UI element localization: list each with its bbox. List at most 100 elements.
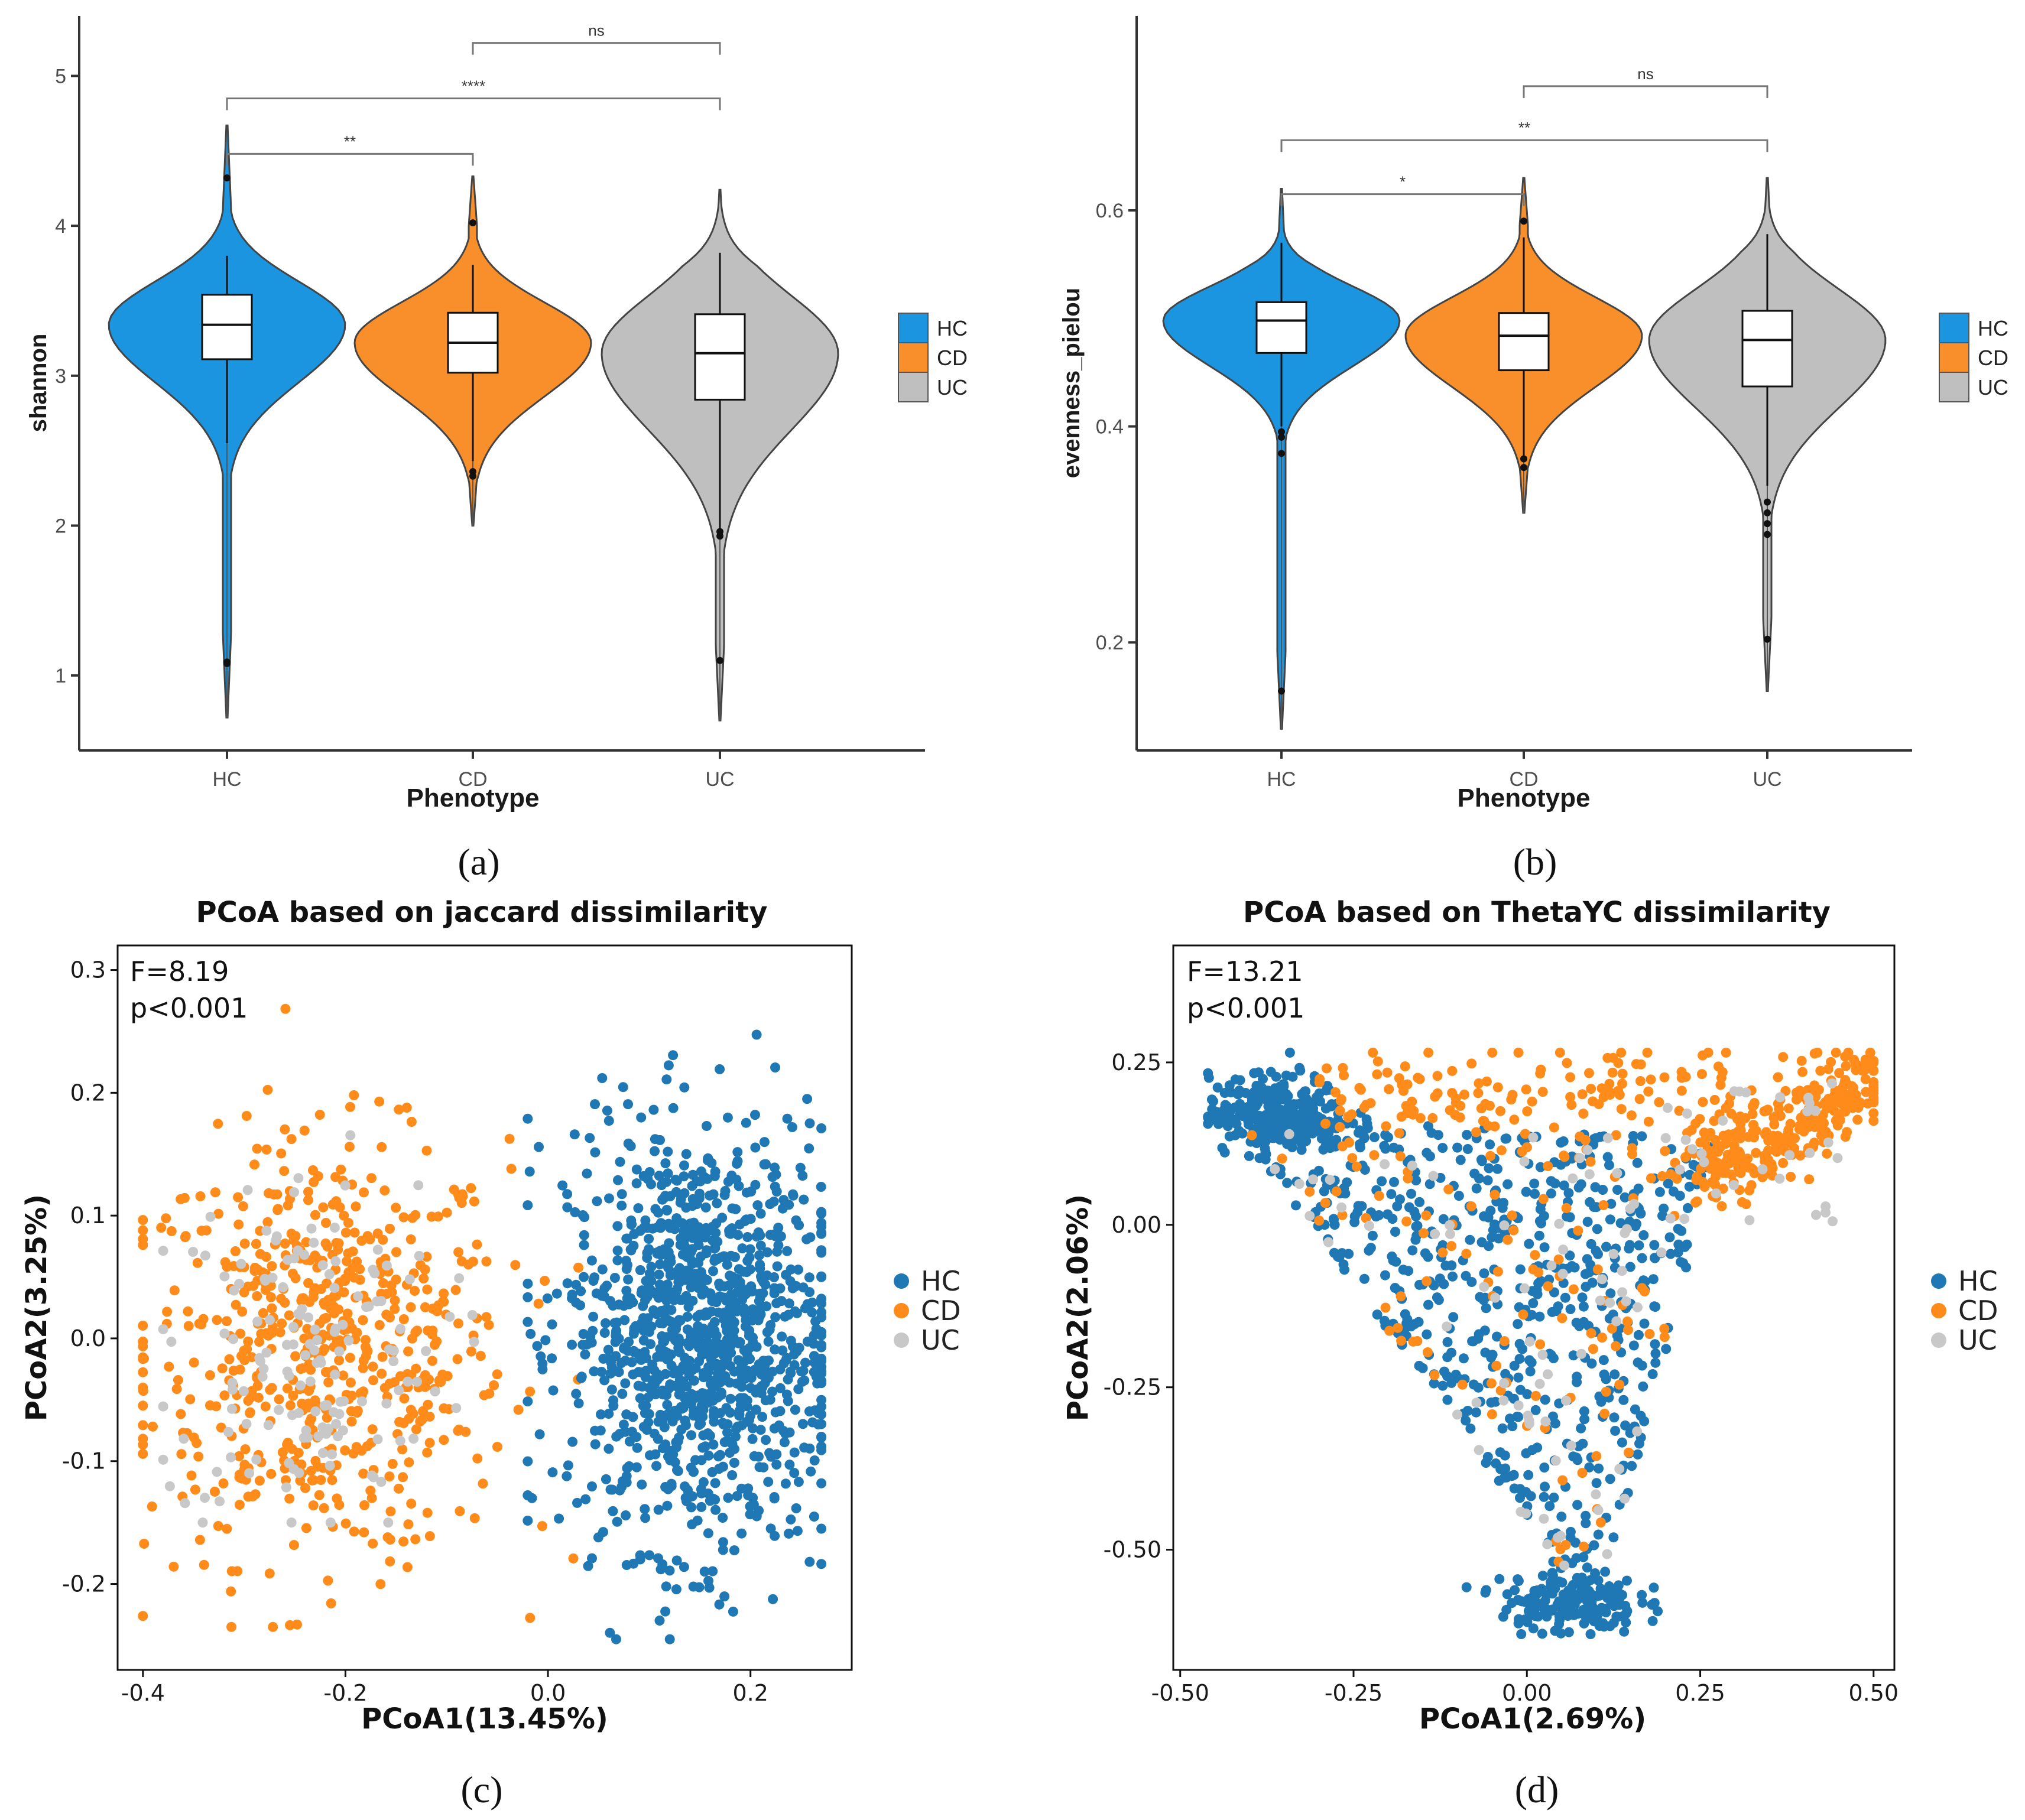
point-cd <box>1748 1100 1759 1111</box>
point-cd <box>1520 1129 1530 1139</box>
point-hc <box>623 1099 633 1110</box>
point-hc <box>1634 1240 1644 1251</box>
point-hc <box>637 1479 647 1490</box>
point-hc <box>1465 1234 1475 1245</box>
point-hc <box>1252 1098 1263 1109</box>
point-hc <box>769 1288 780 1299</box>
point-hc <box>802 1336 813 1347</box>
point-cd <box>1811 1115 1822 1126</box>
point-hc <box>816 1272 827 1282</box>
point-cd <box>398 1472 408 1483</box>
point-cd <box>1614 1379 1625 1390</box>
point-hc <box>816 1342 827 1353</box>
point-uc <box>288 1322 298 1332</box>
point-cd <box>1513 1047 1524 1058</box>
point-hc <box>694 1582 705 1592</box>
outlier-point <box>469 472 476 480</box>
point-cd <box>1699 1127 1709 1138</box>
panel-c-caption: (c) <box>460 1769 502 1811</box>
point-hc <box>777 1346 788 1356</box>
point-uc <box>376 1477 387 1487</box>
point-uc <box>1656 1247 1667 1258</box>
point-cd <box>1696 1069 1707 1080</box>
point-uc <box>254 1353 265 1363</box>
point-uc <box>1304 1211 1315 1221</box>
point-cd <box>263 1330 274 1341</box>
point-hc <box>658 1337 668 1347</box>
point-hc <box>1547 1588 1557 1599</box>
point-hc <box>621 1285 632 1296</box>
point-hc <box>1271 1071 1281 1082</box>
point-uc <box>302 1432 313 1443</box>
point-hc <box>733 1230 743 1240</box>
point-hc <box>589 1272 600 1283</box>
point-cd <box>540 1276 550 1286</box>
point-uc <box>1744 1215 1755 1226</box>
point-hc <box>758 1462 769 1473</box>
point-hc <box>689 1376 699 1386</box>
point-hc <box>620 1356 631 1366</box>
point-cd <box>161 1213 171 1224</box>
point-hc <box>775 1406 786 1416</box>
point-hc <box>580 1349 590 1360</box>
point-cd <box>1407 1109 1418 1120</box>
point-uc <box>219 1271 230 1282</box>
point-cd <box>1536 1064 1546 1075</box>
point-cd <box>283 1438 293 1448</box>
point-hc <box>757 1412 768 1422</box>
point-hc <box>1593 1529 1604 1540</box>
point-cd <box>352 1256 362 1267</box>
point-hc <box>1633 1330 1644 1340</box>
point-uc <box>303 1312 314 1323</box>
point-hc <box>706 1306 716 1317</box>
point-uc <box>395 1324 406 1334</box>
panel-b-caption: (b) <box>1513 841 1557 883</box>
point-hc <box>1637 1131 1647 1142</box>
point-cd <box>398 1536 409 1547</box>
point-cd <box>296 1364 306 1374</box>
point-cd <box>1818 1129 1829 1139</box>
point-cd <box>1635 1059 1646 1070</box>
point-cd <box>1737 1197 1747 1207</box>
point-cd <box>138 1400 148 1411</box>
point-hc <box>671 1175 682 1186</box>
point-cd <box>138 1382 148 1393</box>
point-cd <box>1429 1370 1440 1380</box>
outlier-point <box>1278 687 1285 695</box>
point-hc <box>1609 1369 1620 1380</box>
point-cd <box>299 1125 310 1136</box>
point-hc <box>603 1344 614 1355</box>
point-uc <box>1513 1400 1524 1410</box>
point-cd <box>420 1302 430 1312</box>
point-hc <box>640 1513 651 1523</box>
point-hc <box>643 1392 654 1402</box>
point-cd <box>1557 1313 1568 1324</box>
legend-label-cd: CD <box>921 1295 961 1327</box>
point-hc <box>635 1265 645 1275</box>
point-uc <box>281 1482 291 1493</box>
point-uc <box>372 1244 383 1255</box>
point-hc <box>1582 1594 1592 1604</box>
panel-d-xlabel: PCoA1(2.69%) <box>1419 1702 1646 1736</box>
point-hc <box>801 1234 812 1244</box>
point-hc <box>770 1312 781 1322</box>
point-uc <box>1602 1549 1612 1559</box>
point-hc <box>644 1244 654 1254</box>
point-hc <box>788 1349 799 1360</box>
point-cd <box>1492 1082 1503 1093</box>
point-cd <box>401 1103 412 1113</box>
point-cd <box>1713 1061 1724 1072</box>
point-cd <box>176 1409 186 1419</box>
point-cd <box>1818 1110 1828 1120</box>
point-hc <box>623 1346 634 1356</box>
point-cd <box>308 1165 318 1175</box>
point-cd <box>378 1234 388 1245</box>
point-hc <box>1601 1242 1611 1252</box>
point-hc <box>699 1566 710 1577</box>
point-hc <box>590 1439 601 1450</box>
point-cd <box>138 1240 148 1250</box>
point-cd <box>481 1312 492 1322</box>
point-hc <box>628 1412 638 1422</box>
point-hc <box>1284 1099 1295 1110</box>
